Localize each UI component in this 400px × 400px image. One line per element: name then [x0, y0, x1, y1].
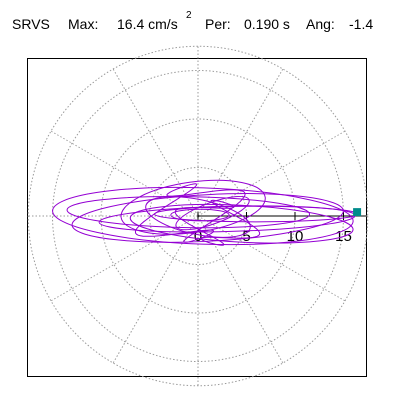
max-value: 16.4 cm/s: [117, 16, 178, 32]
trace-loop: [145, 196, 251, 238]
max-unit-superscript: 2: [186, 10, 192, 21]
radial-tick-label: 0: [194, 228, 202, 245]
grid-ring: [27, 45, 369, 387]
grid-spoke: [112, 68, 199, 217]
station-code: SRVS: [12, 16, 50, 32]
trace-loop: [129, 203, 354, 244]
angle-label: Ang:: [306, 16, 335, 32]
max-marker: [353, 208, 362, 217]
period-label: Per:: [205, 16, 231, 32]
trace-path: [174, 199, 261, 246]
trace-series: [52, 179, 359, 246]
plot-frame: [27, 58, 367, 377]
trace-path: [134, 183, 246, 243]
max-marker-layer: [353, 208, 362, 217]
trace-loop: [120, 179, 266, 235]
trace-loop: [52, 186, 354, 246]
grid-spoke: [50, 215, 199, 302]
max-label: Max:: [68, 16, 99, 32]
grid-spoke: [197, 215, 346, 302]
radial-tick-label: 5: [242, 228, 250, 245]
chart-title: SRVS Max: 16.4 cm/s 2 Per: 0.190 s Ang: …: [0, 10, 400, 38]
trace-loop: [175, 195, 250, 231]
period-value: 0.190 s: [244, 16, 290, 32]
trace-loop: [66, 195, 311, 229]
angle-value: -1.4: [349, 16, 374, 32]
trace-loop: [153, 205, 359, 223]
